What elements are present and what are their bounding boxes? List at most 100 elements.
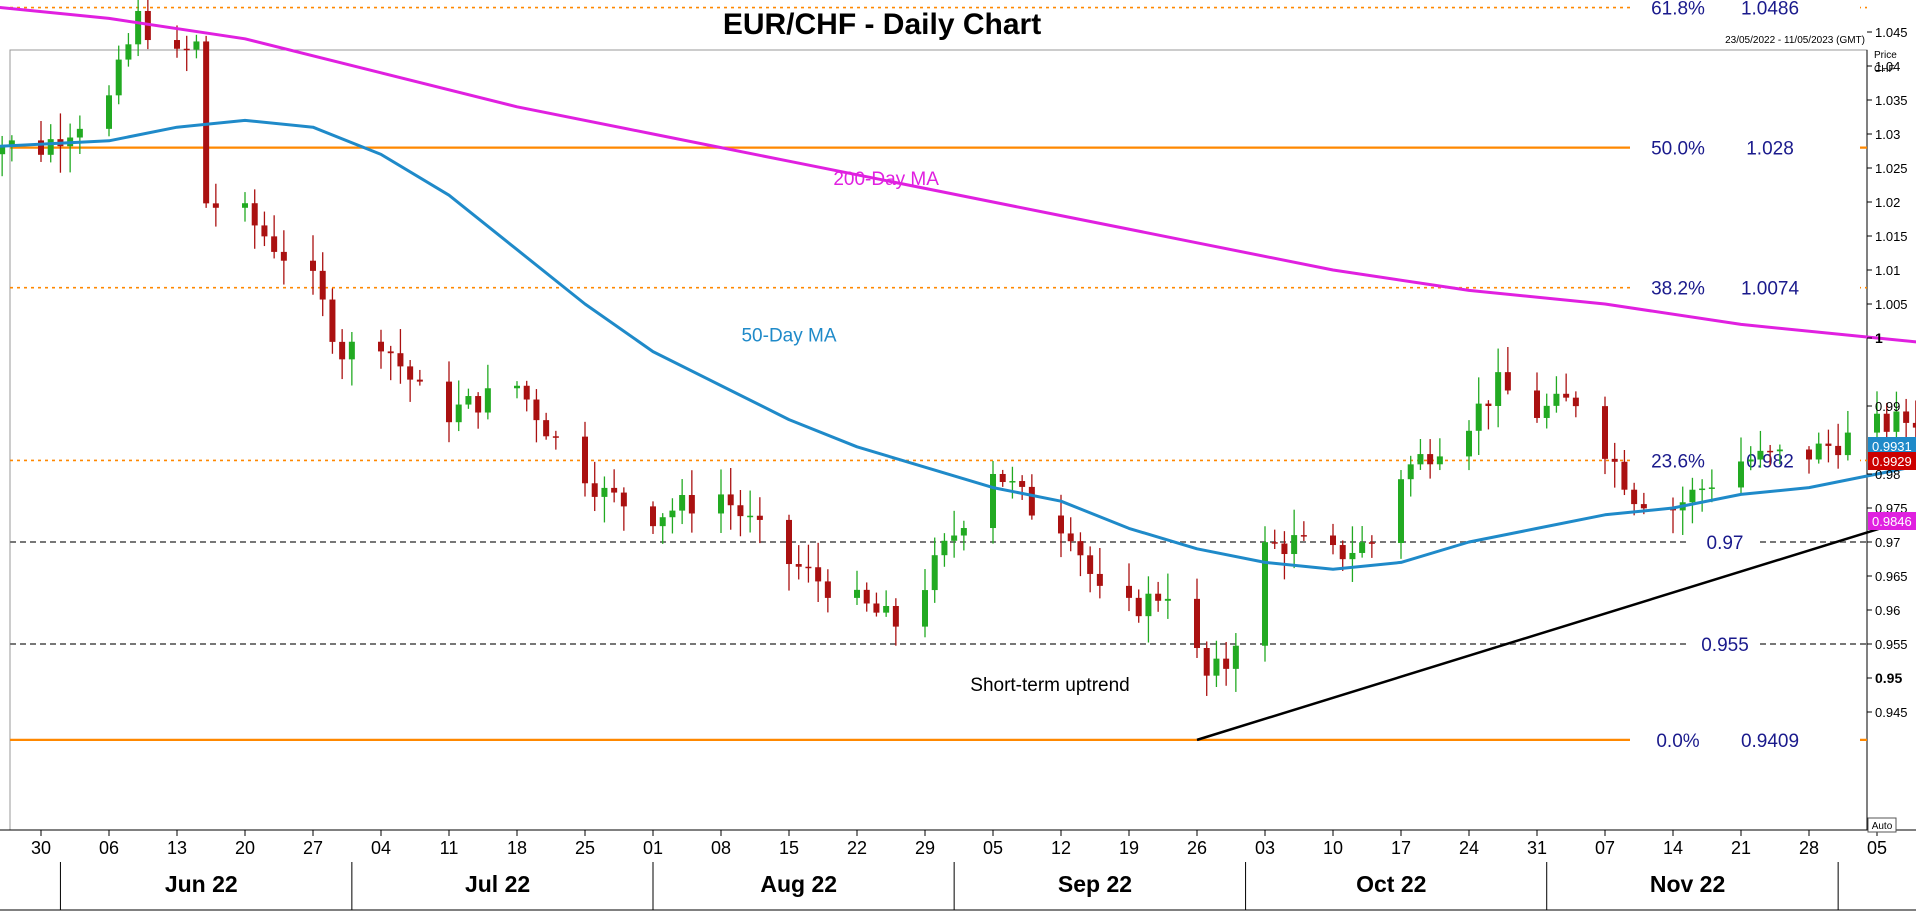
ytick-label-18: 1.045 [1875, 25, 1908, 40]
candle-43 [543, 412, 550, 440]
candle-body [397, 353, 404, 367]
candle-10 [106, 85, 112, 137]
candle-body [1903, 411, 1910, 423]
price-badge-bg-0 [1868, 437, 1916, 455]
candle-body [1844, 432, 1851, 456]
candle-body [1436, 456, 1443, 465]
ytick-label-10: 1.005 [1875, 297, 1908, 312]
fib-label-bg-1 [1630, 135, 1860, 160]
candlesticks [0, 0, 1916, 696]
candle-body [815, 567, 822, 582]
candle-body [115, 59, 122, 96]
candle-body [756, 515, 763, 520]
candle-body [1126, 585, 1132, 598]
candle-body [543, 420, 550, 437]
candle-body [1330, 535, 1336, 546]
ytick-label-9: 1 [1875, 330, 1883, 346]
candle-body [747, 515, 754, 518]
candle-body [446, 381, 452, 423]
xtick-label-8: 25 [575, 838, 595, 858]
candle-80 [1058, 494, 1064, 558]
price-axis: Price CHF [1866, 50, 1897, 830]
time-axis [0, 829, 1916, 911]
xtick-label-16: 19 [1119, 838, 1139, 858]
candle-18 [203, 35, 210, 208]
candle-24 [280, 230, 287, 285]
xtick-label-0: 30 [31, 838, 51, 858]
candle-11 [115, 45, 122, 105]
candle-body [892, 606, 899, 627]
annotation-2: 50-Day MA [741, 325, 836, 346]
xtick-label-20: 17 [1391, 838, 1411, 858]
candle-body [1058, 515, 1064, 534]
candle-body [1689, 489, 1696, 503]
candle-body [251, 203, 258, 226]
candle-body [1203, 648, 1210, 676]
candle-body [407, 366, 414, 380]
candle-117 [1553, 376, 1560, 413]
candle-120 [1602, 396, 1608, 475]
candle-body [47, 139, 54, 155]
candle-body [193, 41, 200, 50]
candle-37 [465, 388, 472, 409]
xtick-label-12: 22 [847, 838, 867, 858]
candle-134 [1776, 444, 1783, 465]
candle-99 [1300, 521, 1307, 541]
candle-21 [251, 189, 258, 249]
xtick-label-21: 24 [1459, 838, 1479, 858]
candle-body [76, 128, 83, 138]
candle-body [183, 48, 190, 51]
fib-pct-1: 50.0% [1651, 139, 1705, 160]
xtick-label-14: 05 [983, 838, 1003, 858]
candle-body [1281, 543, 1288, 555]
candle-57 [737, 490, 744, 537]
candle-body [1611, 458, 1618, 462]
candle-54 [688, 470, 695, 533]
date-range: 23/05/2022 - 11/05/2023 (GMT) [1725, 35, 1865, 46]
auto-scale-box[interactable]: Auto [1867, 817, 1897, 833]
candle-body [1349, 552, 1356, 560]
candle-body [271, 236, 278, 252]
candle-44 [552, 430, 559, 450]
candle-body [1640, 504, 1647, 509]
candle-body [310, 260, 316, 271]
candle-20 [242, 192, 248, 222]
candle-body [1874, 413, 1880, 433]
candle-body [475, 396, 482, 413]
candle-body [212, 203, 219, 208]
fib-label-bg-4 [1630, 727, 1860, 752]
y-ticks: 0.9450.950.9550.960.9650.970.9750.980.99… [1867, 25, 1908, 720]
candle-26 [319, 252, 326, 317]
candle-body [1815, 443, 1822, 460]
candle-79 [1028, 474, 1035, 520]
xtick-label-7: 18 [507, 838, 527, 858]
candle-13 [135, 0, 142, 57]
candle-body [203, 41, 210, 204]
candle-body [1553, 393, 1560, 406]
candle-body [824, 581, 831, 598]
candle-body [795, 564, 802, 567]
candle-body [620, 492, 627, 507]
candle-body [416, 379, 423, 382]
candle-body [1135, 597, 1142, 617]
candle-body [1096, 573, 1103, 586]
candle-body [854, 589, 860, 598]
candle-body [1028, 486, 1035, 516]
candle-body [1339, 545, 1346, 560]
candle-body [883, 606, 890, 613]
candle-82 [1077, 532, 1084, 577]
candle-body [339, 341, 346, 360]
candle-90 [1194, 578, 1200, 658]
candle-body [387, 351, 394, 354]
candle-body [1407, 464, 1414, 480]
candle-body [1019, 481, 1026, 487]
fib-pct-3: 23.6% [1651, 451, 1705, 472]
candle-body [125, 44, 132, 60]
candle-3 [0, 135, 6, 177]
candle-119 [1572, 391, 1579, 418]
candle-body [659, 517, 666, 527]
candle-56 [727, 468, 734, 530]
xtick-label-3: 20 [235, 838, 255, 858]
